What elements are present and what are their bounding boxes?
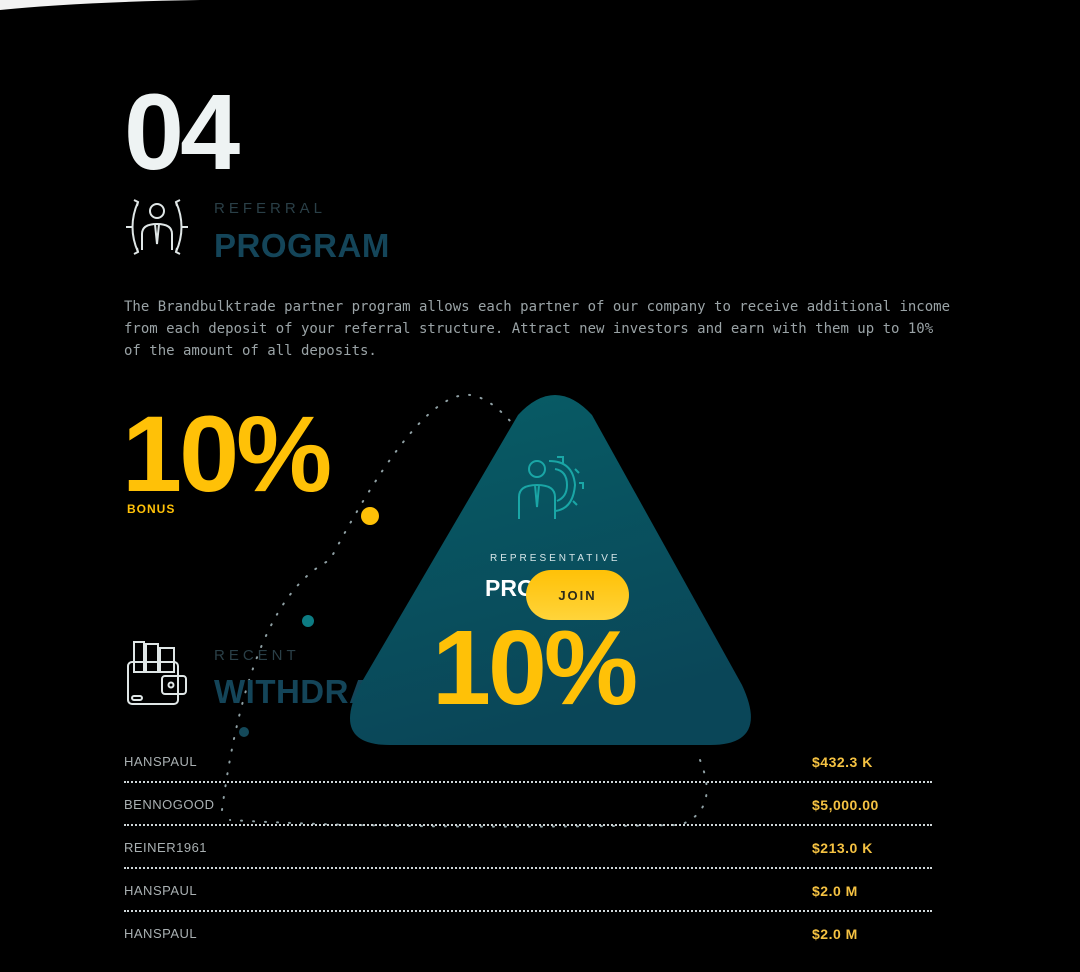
bonus-value: 10% <box>122 393 332 514</box>
table-row: BENNOGOOD $5,000.00 <box>124 789 932 832</box>
withdrawal-name: HANSPAUL <box>124 754 198 769</box>
row-divider <box>124 781 932 783</box>
bonus-label: BONUS <box>127 502 176 516</box>
orbit-dot-yellow <box>361 507 379 525</box>
withdrawal-amount: $213.0 K <box>812 840 873 856</box>
row-divider <box>124 824 932 826</box>
table-row: HANSPAUL $2.0 M <box>124 875 932 918</box>
referral-heading: PROGRAM <box>214 227 390 264</box>
row-divider <box>124 867 932 869</box>
section-number: 04 <box>124 71 240 192</box>
join-button[interactable]: JOIN <box>526 570 629 620</box>
representative-kicker: REPRESENTATIVE <box>490 553 621 564</box>
representative-value: 10% <box>432 609 638 727</box>
person-gear-icon <box>518 456 584 519</box>
table-row: HANSPAUL $432.3 K <box>124 746 932 789</box>
withdrawal-kicker: RECENT <box>214 647 300 664</box>
wallet-icon <box>127 641 187 705</box>
withdrawal-amount: $2.0 M <box>812 883 858 899</box>
top-edge-curve <box>0 0 200 10</box>
referral-description: The Brandbulktrade partner program allow… <box>124 299 951 359</box>
withdrawal-name: BENNOGOOD <box>124 797 215 812</box>
referral-kicker: REFERRAL <box>214 200 327 217</box>
referral-network-person-icon <box>126 199 188 255</box>
withdrawal-amount: $2.0 M <box>812 926 858 942</box>
table-row: HANSPAUL $2.0 M <box>124 918 932 961</box>
table-row: REINER1961 $213.0 K <box>124 832 932 875</box>
row-divider <box>124 910 932 912</box>
representative-heading: PRO <box>485 575 535 601</box>
orbit-dot-teal <box>302 615 314 627</box>
orbit-dot-dark <box>239 727 249 737</box>
withdrawal-amount: $5,000.00 <box>812 797 879 813</box>
withdrawal-name: HANSPAUL <box>124 883 198 898</box>
withdrawal-name: HANSPAUL <box>124 926 198 941</box>
withdrawal-name: REINER1961 <box>124 840 208 855</box>
withdrawal-amount: $432.3 K <box>812 754 873 770</box>
